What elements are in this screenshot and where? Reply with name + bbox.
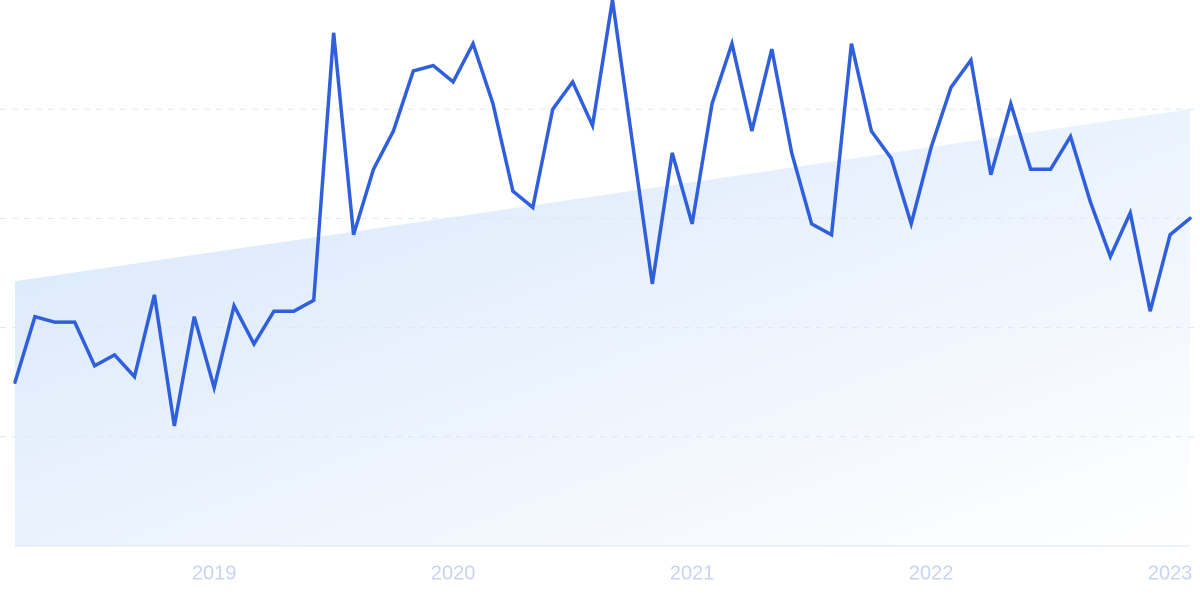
x-tick-label: 2022 xyxy=(909,562,954,584)
x-tick-label: 2020 xyxy=(431,562,476,584)
x-tick-label: 2021 xyxy=(670,562,715,584)
x-tick-label: 2019 xyxy=(192,562,237,584)
data-line xyxy=(13,0,1192,427)
x-tick-label: 2023 xyxy=(1148,562,1193,584)
